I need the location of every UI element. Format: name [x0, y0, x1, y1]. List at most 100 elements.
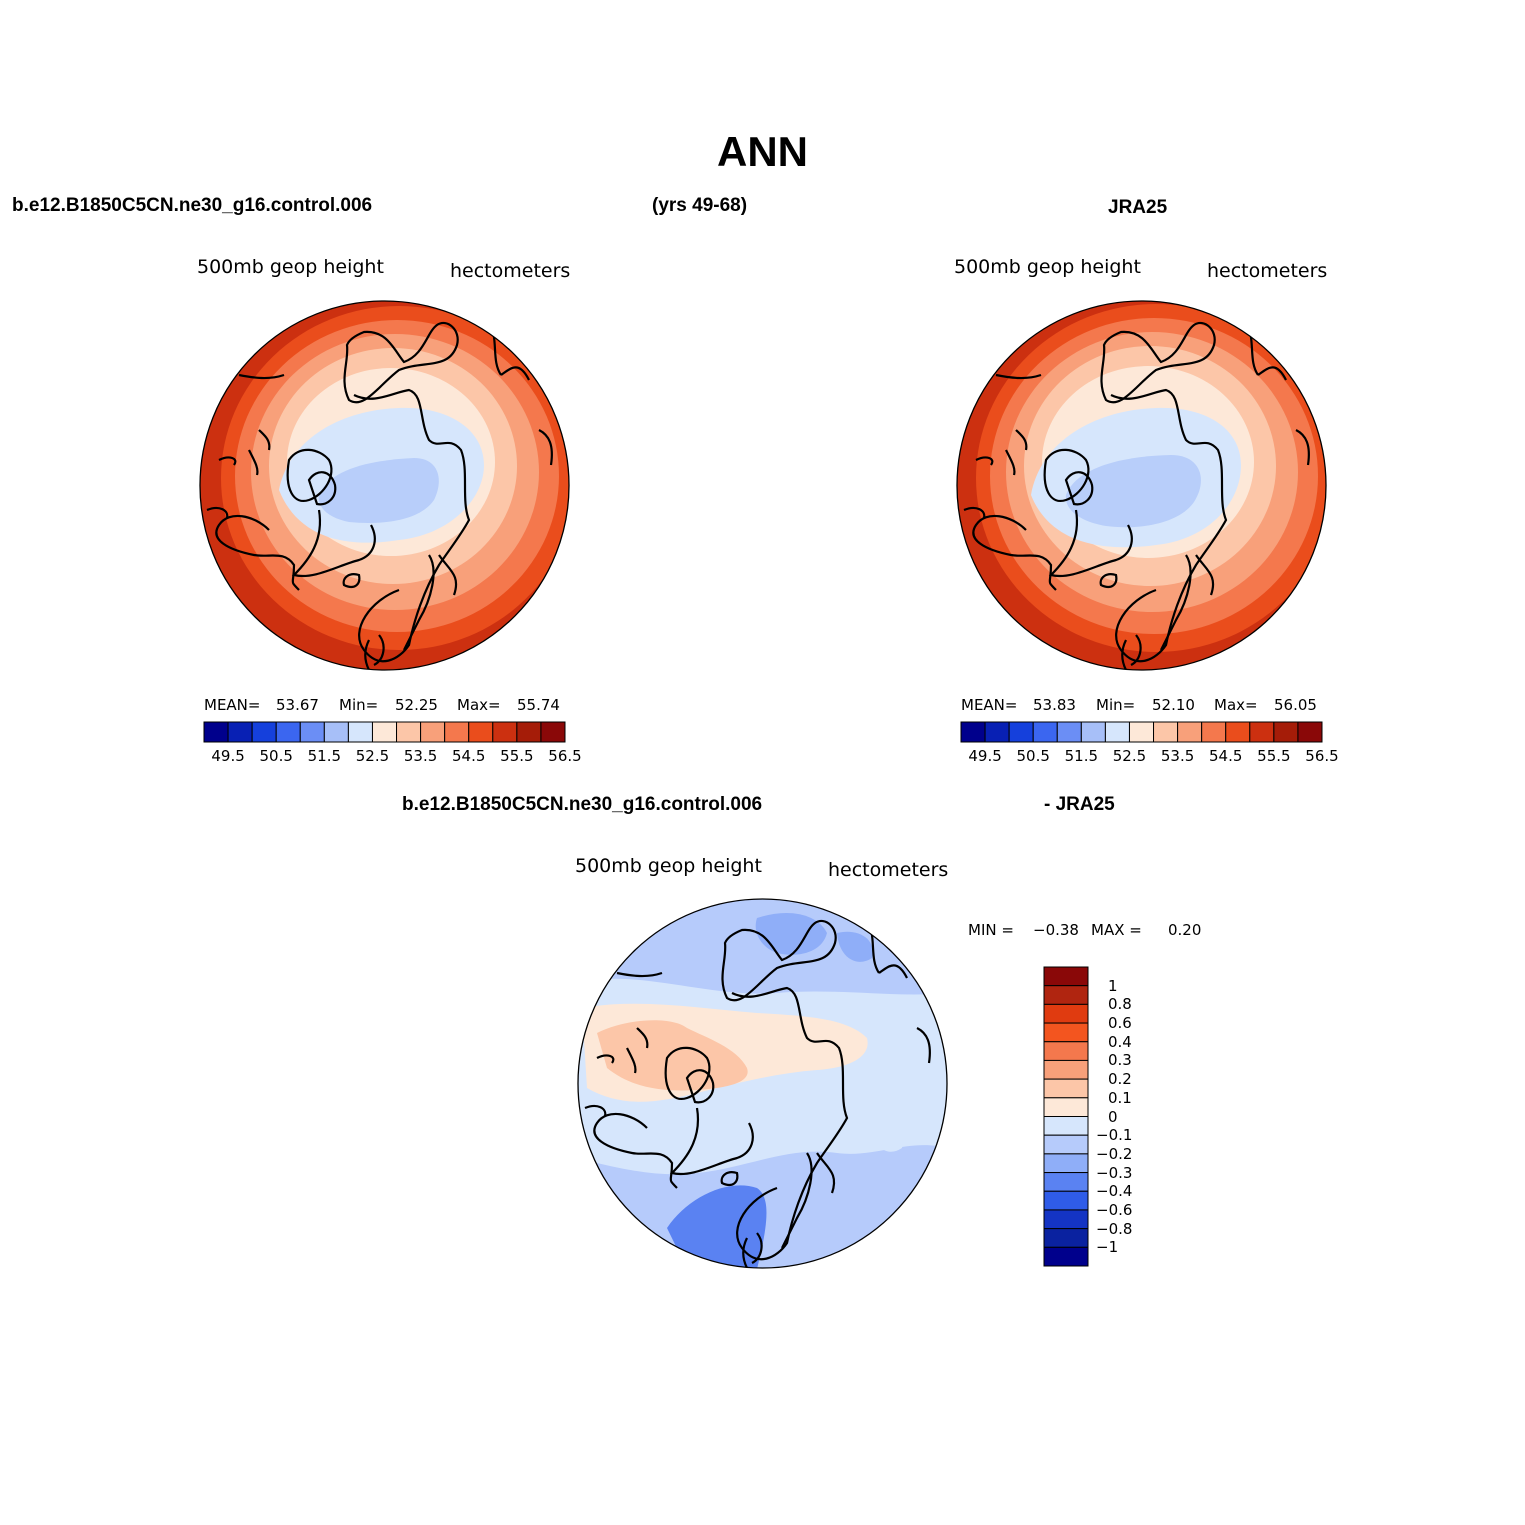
obs-colorbar-tick-label: 55.5 — [1257, 747, 1291, 765]
model-min-value: 52.25 — [395, 696, 438, 714]
diff-colorbar-swatch — [1043, 1228, 1089, 1248]
model-colorbar-tick-label: 52.5 — [355, 747, 390, 765]
diff-colorbar-tick-label: −0.2 — [1096, 1144, 1133, 1163]
diff-colorbar-tick-label: −0.8 — [1096, 1219, 1133, 1238]
diff-colorbar-swatch — [1043, 1003, 1089, 1024]
diff-colorbar-tick-label: 0.6 — [1108, 1014, 1132, 1033]
obs-colorbar-tick-label: 52.5 — [1112, 747, 1147, 765]
diff-colorbar-swatch — [1043, 985, 1089, 1005]
obs-colorbar-swatch — [1008, 721, 1034, 743]
obs-colorbar-swatch — [1225, 721, 1251, 743]
obs-colorbar-tick-label: 50.5 — [1016, 747, 1050, 765]
obs-colorbar-swatch — [1056, 721, 1082, 743]
diff-units-label: hectometers — [828, 859, 949, 881]
obs-colorbar-swatch — [1128, 721, 1155, 743]
model-case-name: b.e12.B1850C5CN.ne30_g16.control.006 — [12, 195, 373, 216]
obs-colorbar-tick-label: 56.5 — [1305, 747, 1339, 765]
model-max-value: 55.74 — [517, 696, 560, 714]
page-title: ANN — [717, 128, 808, 175]
obs-polar-map — [956, 300, 1327, 671]
obs-colorbar-tick-label: 54.5 — [1209, 747, 1243, 765]
model-colorbar-swatch — [371, 721, 398, 743]
obs-units-label: hectometers — [1207, 260, 1328, 282]
model-mean-label: MEAN= — [204, 696, 261, 714]
model-polar-map — [199, 300, 570, 671]
model-colorbar-swatch — [203, 721, 229, 743]
model-colorbar-swatch — [468, 721, 494, 743]
obs-colorbar-swatch — [960, 721, 986, 743]
model-colorbar — [203, 721, 566, 743]
model-colorbar-swatch — [492, 721, 518, 743]
model-colorbar-swatch — [275, 721, 301, 743]
obs-coastlines — [963, 319, 1310, 670]
diff-colorbar-swatch — [1043, 1116, 1089, 1136]
diff-variable-label: 500mb geop height — [575, 855, 762, 877]
obs-name: JRA25 — [1108, 197, 1168, 218]
diff-colorbar-tick-label: 0.3 — [1108, 1051, 1132, 1070]
obs-map-border — [956, 300, 1327, 671]
obs-colorbar-tick-label: 53.5 — [1160, 747, 1195, 765]
diff-colorbar-tick-label: 0.8 — [1108, 995, 1132, 1014]
diff-colorbar-tick-label: −0.4 — [1096, 1182, 1133, 1201]
diff-colorbar-swatch — [1043, 1022, 1089, 1043]
obs-colorbar-swatch — [984, 721, 1010, 743]
diff-polar-map — [577, 898, 948, 1269]
obs-colorbar-ticks: 49.5 50.5 51.5 52.5 53.5 54.5 55.5 56.5 — [961, 747, 1338, 767]
obs-min-label: Min= — [1096, 696, 1136, 714]
diff-colorbar-swatch — [1043, 1078, 1089, 1099]
model-max-label: Max= — [457, 696, 501, 714]
model-colorbar-tick-label: 55.5 — [500, 747, 534, 765]
obs-mean-value: 53.83 — [1033, 696, 1076, 714]
obs-colorbar-swatch — [1297, 721, 1323, 743]
diff-contour-fill — [578, 899, 947, 1268]
diff-colorbar-swatch — [1043, 1134, 1089, 1155]
diff-colorbar-swatch — [1043, 1059, 1089, 1080]
diff-colorbar-tick-label: −0.6 — [1096, 1200, 1133, 1219]
model-colorbar-swatch — [444, 721, 470, 743]
model-colorbar-swatch — [299, 721, 325, 743]
diff-colorbar-swatch — [1043, 1190, 1089, 1211]
obs-colorbar — [960, 721, 1323, 743]
diff-colorbar — [1043, 966, 1089, 1267]
diff-colorbar-swatch — [1043, 1172, 1089, 1192]
obs-colorbar-swatch — [1080, 721, 1106, 743]
model-colorbar-tick-label: 51.5 — [307, 747, 342, 765]
diff-colorbar-tick-label: 0.4 — [1108, 1032, 1132, 1051]
obs-colorbar-tick-label: 51.5 — [1064, 747, 1099, 765]
obs-max-value: 56.05 — [1274, 696, 1317, 714]
diff-obs-name: - JRA25 — [1044, 794, 1115, 815]
diff-case-name: b.e12.B1850C5CN.ne30_g16.control.006 — [402, 794, 763, 815]
diff-colorbar-swatch — [1043, 1097, 1089, 1117]
obs-colorbar-swatch — [1177, 721, 1203, 743]
diff-colorbar-tick-label: 1 — [1108, 976, 1118, 995]
model-colorbar-swatch — [347, 721, 373, 743]
years-label: (yrs 49-68) — [652, 195, 748, 216]
model-colorbar-swatch — [323, 721, 349, 743]
model-colorbar-tick-label: 50.5 — [259, 747, 293, 765]
diff-min-value: −0.38 — [1033, 921, 1079, 939]
model-colorbar-swatch — [516, 721, 542, 743]
obs-max-label: Max= — [1214, 696, 1258, 714]
diff-coastlines — [584, 917, 931, 1268]
model-contour-fill — [200, 301, 569, 670]
obs-min-value: 52.10 — [1152, 696, 1195, 714]
model-min-label: Min= — [339, 696, 379, 714]
obs-mean-label: MEAN= — [961, 696, 1018, 714]
diff-map-border — [577, 898, 948, 1269]
diff-colorbar-swatch — [1043, 1041, 1089, 1061]
obs-colorbar-swatch — [1273, 721, 1299, 743]
diff-colorbar-swatch — [1043, 1209, 1089, 1230]
obs-colorbar-swatch — [1201, 721, 1227, 743]
diff-max-label: MAX = — [1091, 921, 1142, 939]
obs-colorbar-swatch — [1153, 721, 1179, 743]
diff-colorbar-swatch — [1043, 1246, 1089, 1267]
diff-min-label: MIN = — [968, 921, 1014, 939]
model-units-label: hectometers — [450, 260, 571, 282]
diff-colorbar-tick-label: −0.1 — [1096, 1126, 1133, 1145]
model-colorbar-tick-label: 54.5 — [452, 747, 486, 765]
diff-colorbar-swatch — [1043, 966, 1089, 987]
diff-colorbar-tick-label: −1 — [1096, 1238, 1119, 1257]
model-colorbar-tick-label: 53.5 — [403, 747, 438, 765]
model-variable-label: 500mb geop height — [197, 256, 384, 278]
obs-colorbar-swatch — [1104, 721, 1130, 743]
